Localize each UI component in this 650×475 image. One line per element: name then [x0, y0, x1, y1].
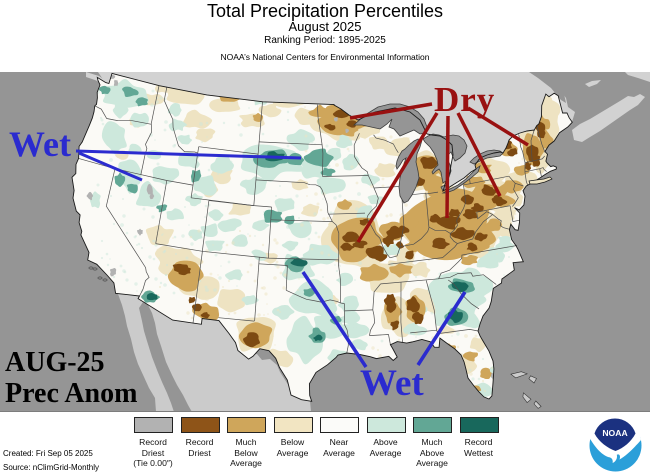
svg-text:NOAA: NOAA	[602, 428, 627, 438]
